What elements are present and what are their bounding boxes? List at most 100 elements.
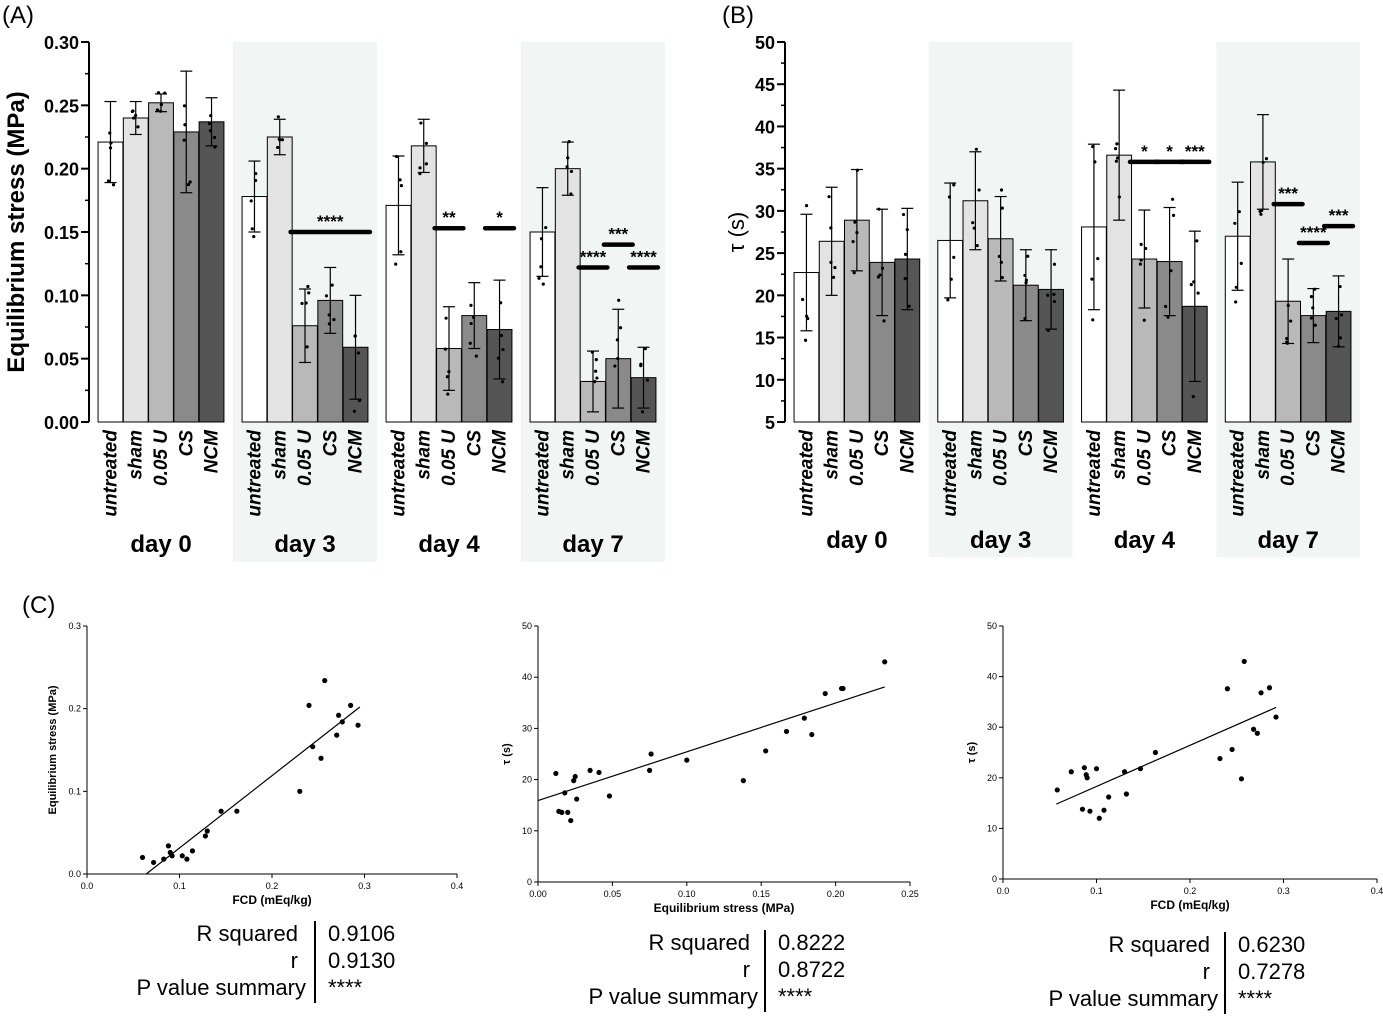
- replicate-point: [804, 203, 809, 208]
- scatter-point: [234, 808, 240, 814]
- x-tick-label: sham: [126, 430, 147, 480]
- bar: [122, 117, 149, 423]
- scatter-point: [1273, 714, 1279, 720]
- bar: [266, 136, 293, 423]
- y-tick-label: 15: [755, 329, 775, 349]
- replicate-point: [471, 315, 476, 320]
- replicate-point: [111, 183, 116, 187]
- x-tick-label: 0.05 U: [439, 429, 460, 486]
- replicate-point: [565, 165, 569, 169]
- scatter-point: [648, 751, 654, 757]
- replicate-point: [109, 141, 113, 145]
- replicate-point: [1096, 257, 1100, 261]
- y-tick-label: 0.05: [44, 350, 79, 370]
- scatter-point: [1229, 746, 1235, 753]
- replicate-point: [1000, 276, 1004, 280]
- replicate-point: [613, 364, 617, 368]
- x-tick-label: 0.1: [173, 881, 186, 891]
- replicate-point: [1289, 319, 1293, 323]
- scatter-point: [139, 854, 146, 861]
- y-tick-label: 10: [522, 826, 532, 836]
- x-tick-label: CS: [608, 430, 629, 457]
- replicate-point: [1046, 293, 1050, 297]
- x-tick-label: sham: [1109, 430, 1130, 480]
- significance-label: **: [442, 208, 456, 227]
- scatter-point: [840, 685, 846, 692]
- replicate-point: [445, 375, 449, 379]
- stats-label: R squared: [196, 921, 298, 946]
- scatter-point: [306, 702, 312, 708]
- y-tick-label: 50: [522, 621, 532, 631]
- replicate-point: [801, 297, 805, 302]
- bar: [241, 196, 268, 423]
- replicate-point: [1234, 300, 1238, 304]
- replicate-point: [594, 358, 598, 362]
- replicate-point: [1258, 209, 1262, 213]
- replicate-point: [594, 369, 598, 373]
- x-tick-label: untreated: [532, 430, 553, 517]
- x-tick-label: 0.2: [266, 881, 279, 891]
- replicate-point: [803, 338, 808, 342]
- replicate-point: [424, 141, 428, 145]
- replicate-point: [1264, 156, 1269, 161]
- group-label: day 7: [1257, 527, 1318, 554]
- stats-divider: [764, 930, 766, 1012]
- x-tick-label: CS: [1160, 430, 1181, 457]
- x-tick-label: sham: [558, 430, 579, 480]
- replicate-point: [1336, 344, 1341, 348]
- replicate-point: [1117, 195, 1121, 199]
- replicate-point: [999, 188, 1004, 192]
- replicate-point: [444, 316, 448, 320]
- y-tick-label: 50: [987, 621, 997, 631]
- replicate-point: [833, 265, 837, 270]
- stats-value: ****: [1238, 986, 1273, 1011]
- replicate-point: [468, 341, 472, 345]
- scatter-point: [684, 757, 690, 763]
- scatter-point: [334, 732, 340, 738]
- replicate-point: [356, 351, 361, 355]
- stats-value: 0.7278: [1238, 959, 1306, 984]
- replicate-point: [182, 138, 186, 142]
- replicate-point: [1024, 281, 1028, 285]
- y-tick-label: 45: [755, 75, 775, 95]
- scatter-point: [179, 853, 185, 859]
- replicate-point: [1090, 277, 1094, 281]
- y-tick-label: 35: [755, 160, 775, 180]
- y-tick-label: 50: [755, 33, 775, 53]
- x-tick-label: sham: [965, 430, 986, 480]
- y-tick-label: 5: [765, 413, 775, 433]
- scatter-point: [1224, 686, 1230, 692]
- scatter-point: [565, 809, 571, 815]
- group-label: day 4: [1114, 527, 1176, 554]
- y-tick-label: 20: [755, 286, 775, 306]
- scatter-point: [574, 796, 580, 802]
- x-tick-label: untreated: [940, 430, 961, 517]
- scatter-point: [1068, 769, 1074, 775]
- replicate-point: [277, 137, 281, 141]
- y-tick-label: 0.2: [68, 704, 81, 714]
- scatter-point: [1096, 815, 1102, 821]
- replicate-point: [159, 102, 164, 107]
- scatter-point: [1101, 807, 1107, 813]
- scatter-point: [204, 828, 210, 834]
- replicate-point: [1046, 328, 1050, 332]
- regression-line: [1056, 706, 1277, 805]
- x-axis-title: FCD (mEq/kg): [232, 893, 311, 907]
- replicate-point: [999, 260, 1003, 264]
- scatter-point: [763, 748, 769, 754]
- replicate-point: [1023, 316, 1027, 321]
- replicate-point: [947, 195, 952, 199]
- scatter-point: [1266, 685, 1273, 691]
- x-tick-label: CS: [1303, 430, 1324, 457]
- scatter-point: [169, 853, 175, 859]
- replicate-point: [1311, 306, 1315, 310]
- replicate-point: [618, 326, 623, 330]
- y-tick-label: 30: [987, 722, 997, 732]
- stats-label: r: [742, 957, 750, 982]
- replicate-point: [1338, 336, 1342, 340]
- replicate-point: [829, 260, 833, 264]
- replicate-point: [645, 378, 650, 382]
- scatter-point: [297, 788, 303, 794]
- stats-value: 0.9106: [328, 921, 396, 946]
- replicate-point: [901, 212, 906, 217]
